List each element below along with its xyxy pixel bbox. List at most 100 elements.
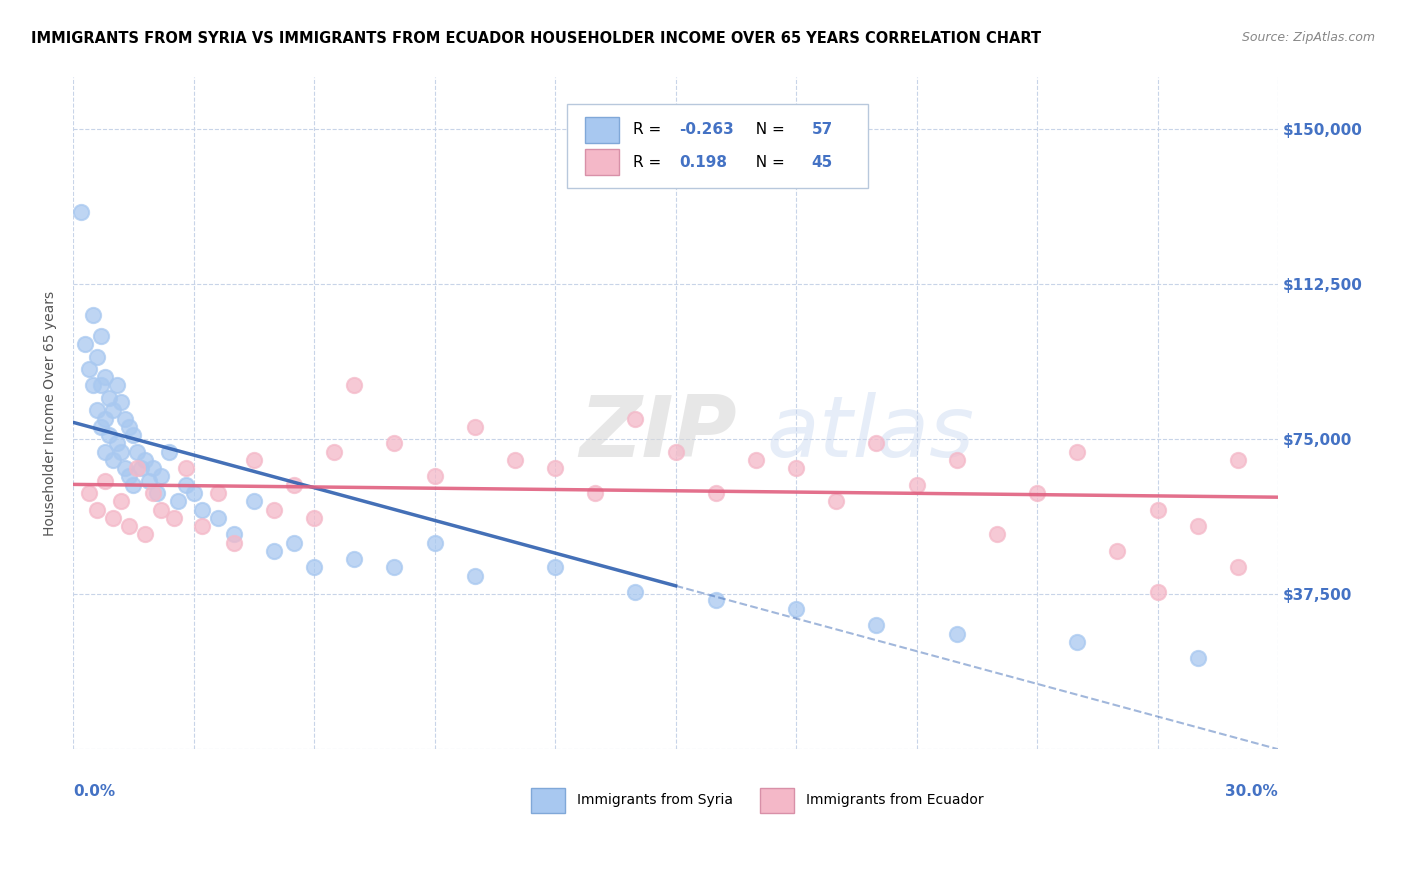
Point xyxy=(1066,444,1088,458)
Point xyxy=(946,453,969,467)
Point xyxy=(105,436,128,450)
Point xyxy=(544,560,567,574)
Point xyxy=(94,411,117,425)
Text: Immigrants from Ecuador: Immigrants from Ecuador xyxy=(806,793,983,807)
Point xyxy=(166,494,188,508)
Point xyxy=(134,527,156,541)
Point xyxy=(183,486,205,500)
Point xyxy=(283,477,305,491)
Point xyxy=(302,510,325,524)
Text: Source: ZipAtlas.com: Source: ZipAtlas.com xyxy=(1241,31,1375,45)
Point xyxy=(134,453,156,467)
Point xyxy=(207,486,229,500)
Point xyxy=(150,502,173,516)
Text: ZIP: ZIP xyxy=(579,392,737,475)
Point xyxy=(118,469,141,483)
Point xyxy=(323,444,346,458)
Point xyxy=(1187,519,1209,533)
Text: 45: 45 xyxy=(811,154,832,169)
Text: 30.0%: 30.0% xyxy=(1226,784,1278,799)
Point xyxy=(785,601,807,615)
Point xyxy=(343,552,366,566)
Point xyxy=(86,403,108,417)
Point xyxy=(110,444,132,458)
Point xyxy=(704,486,727,500)
Point xyxy=(343,378,366,392)
Point xyxy=(110,494,132,508)
Point xyxy=(745,453,768,467)
Point xyxy=(865,436,887,450)
Bar xyxy=(585,149,619,175)
Point xyxy=(86,350,108,364)
Text: 0.198: 0.198 xyxy=(679,154,727,169)
Point xyxy=(946,626,969,640)
Point xyxy=(98,391,121,405)
Point xyxy=(114,411,136,425)
Point xyxy=(103,403,125,417)
Point xyxy=(283,535,305,549)
Point xyxy=(1187,651,1209,665)
Point xyxy=(98,428,121,442)
Point xyxy=(503,453,526,467)
Point xyxy=(464,419,486,434)
Point xyxy=(174,461,197,475)
Point xyxy=(118,419,141,434)
Point xyxy=(110,395,132,409)
Text: N =: N = xyxy=(745,122,789,137)
Text: 0.0%: 0.0% xyxy=(73,784,115,799)
Point xyxy=(162,510,184,524)
Point xyxy=(222,527,245,541)
Point xyxy=(384,436,406,450)
Point xyxy=(1226,560,1249,574)
Point xyxy=(77,486,100,500)
Point xyxy=(82,378,104,392)
Bar xyxy=(531,788,565,814)
Point xyxy=(103,510,125,524)
Point xyxy=(905,477,928,491)
Point xyxy=(142,461,165,475)
Point xyxy=(544,461,567,475)
Point xyxy=(464,568,486,582)
Point xyxy=(82,308,104,322)
Point xyxy=(704,593,727,607)
Point xyxy=(302,560,325,574)
Point xyxy=(90,419,112,434)
Point xyxy=(138,474,160,488)
Point xyxy=(1066,635,1088,649)
Point xyxy=(114,461,136,475)
Text: Immigrants from Syria: Immigrants from Syria xyxy=(576,793,733,807)
Point xyxy=(865,618,887,632)
Point xyxy=(583,486,606,500)
Bar xyxy=(585,117,619,143)
Point xyxy=(94,444,117,458)
Text: R =: R = xyxy=(634,154,672,169)
Y-axis label: Householder Income Over 65 years: Householder Income Over 65 years xyxy=(44,291,58,536)
Text: -0.263: -0.263 xyxy=(679,122,734,137)
Point xyxy=(77,362,100,376)
Bar xyxy=(761,788,794,814)
Point xyxy=(86,502,108,516)
Point xyxy=(207,510,229,524)
Point xyxy=(103,453,125,467)
Point xyxy=(1226,453,1249,467)
FancyBboxPatch shape xyxy=(567,104,869,188)
Point xyxy=(70,204,93,219)
Point xyxy=(75,337,97,351)
Point xyxy=(146,486,169,500)
Text: N =: N = xyxy=(745,154,789,169)
Point xyxy=(825,494,848,508)
Point xyxy=(131,461,153,475)
Point xyxy=(127,444,149,458)
Point xyxy=(263,502,285,516)
Text: IMMIGRANTS FROM SYRIA VS IMMIGRANTS FROM ECUADOR HOUSEHOLDER INCOME OVER 65 YEAR: IMMIGRANTS FROM SYRIA VS IMMIGRANTS FROM… xyxy=(31,31,1040,46)
Point xyxy=(122,428,145,442)
Point xyxy=(127,461,149,475)
Text: 57: 57 xyxy=(811,122,832,137)
Point xyxy=(1146,585,1168,599)
Point xyxy=(243,494,266,508)
Text: atlas: atlas xyxy=(766,392,974,475)
Point xyxy=(150,469,173,483)
Point xyxy=(159,444,181,458)
Point xyxy=(624,411,647,425)
Point xyxy=(624,585,647,599)
